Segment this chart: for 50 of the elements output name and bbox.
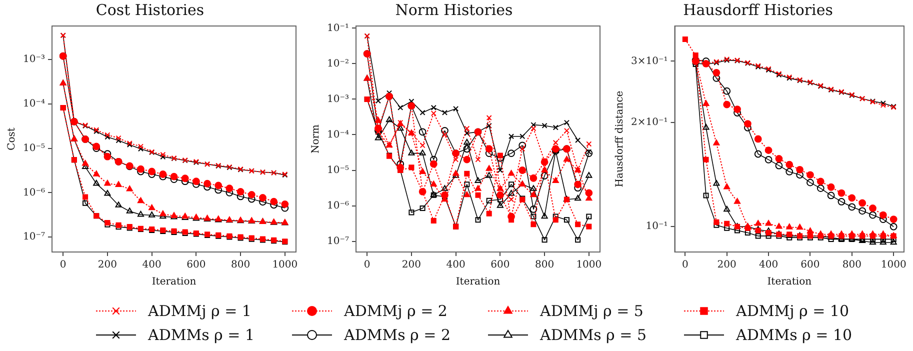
x-tick-label: 400 (142, 260, 162, 271)
x-tick-label: 0 (364, 260, 370, 271)
y-tick-label: 10⁻² (326, 58, 350, 70)
y-tick-label: 10⁻⁷ (326, 236, 350, 247)
y-tick-label: 10⁻⁶ (22, 187, 46, 198)
x-axis-title: Iteration (767, 276, 812, 288)
x-tick-label: 200 (717, 260, 736, 271)
x-tick-label: 800 (231, 260, 250, 271)
y-tick-label: 10⁻³ (326, 94, 350, 105)
x-axis-title: Iteration (152, 276, 197, 288)
x-tick-label: 400 (446, 260, 466, 271)
x-tick-label: 1000 (880, 260, 906, 271)
x-tick-label: 400 (758, 260, 778, 271)
x-tick-label: 800 (842, 260, 862, 271)
legend-label: ADMMs ρ = 1 (147, 326, 255, 344)
y-tick-label: 10⁻⁵ (22, 142, 46, 154)
legend-label: ADMMs ρ = 5 (539, 326, 647, 344)
legend-label: ADMMj ρ = 2 (343, 302, 448, 320)
y-axis-title: Norm (310, 124, 322, 154)
y-tick-label: 10⁻¹ (326, 22, 350, 34)
y-tick-label: 10⁻¹ (646, 221, 668, 232)
chart-title: Cost Histories (96, 0, 204, 19)
x-tick-label: 0 (60, 260, 66, 271)
x-tick-label: 600 (490, 260, 510, 271)
y-tick-label: 10⁻⁴ (326, 129, 350, 140)
chart-title: Norm Histories (395, 0, 513, 19)
legend-label: ADMMj ρ = 5 (539, 302, 644, 320)
legend-label: ADMMs ρ = 2 (343, 326, 451, 344)
legend-label: ADMMs ρ = 10 (735, 326, 852, 344)
chart-title: Hausdorff Histories (683, 0, 833, 19)
y-tick-label: 2×10⁻¹ (630, 116, 668, 128)
y-axis-title: Hausdorff distance (614, 90, 626, 188)
x-tick-label: 200 (402, 260, 422, 271)
x-tick-label: 0 (682, 260, 688, 271)
x-axis-title: Iteration (456, 276, 501, 288)
x-tick-label: 600 (800, 260, 820, 271)
legend-label: ADMMj ρ = 10 (735, 302, 850, 320)
y-tick-label: 3×10⁻¹ (630, 56, 668, 67)
x-tick-label: 1000 (576, 260, 602, 271)
y-tick-label: 10⁻³ (22, 54, 46, 66)
x-tick-label: 1000 (272, 260, 298, 271)
y-axis-title: Cost (6, 128, 18, 150)
y-tick-label: 10⁻⁶ (326, 200, 350, 212)
y-tick-label: 10⁻⁴ (22, 98, 46, 110)
x-tick-label: 200 (98, 260, 118, 271)
y-tick-label: 10⁻⁷ (22, 232, 46, 243)
x-tick-label: 800 (535, 260, 554, 271)
y-tick-label: 10⁻⁵ (326, 164, 350, 176)
legend-label: ADMMj ρ = 1 (147, 302, 252, 320)
x-tick-label: 600 (186, 260, 206, 271)
